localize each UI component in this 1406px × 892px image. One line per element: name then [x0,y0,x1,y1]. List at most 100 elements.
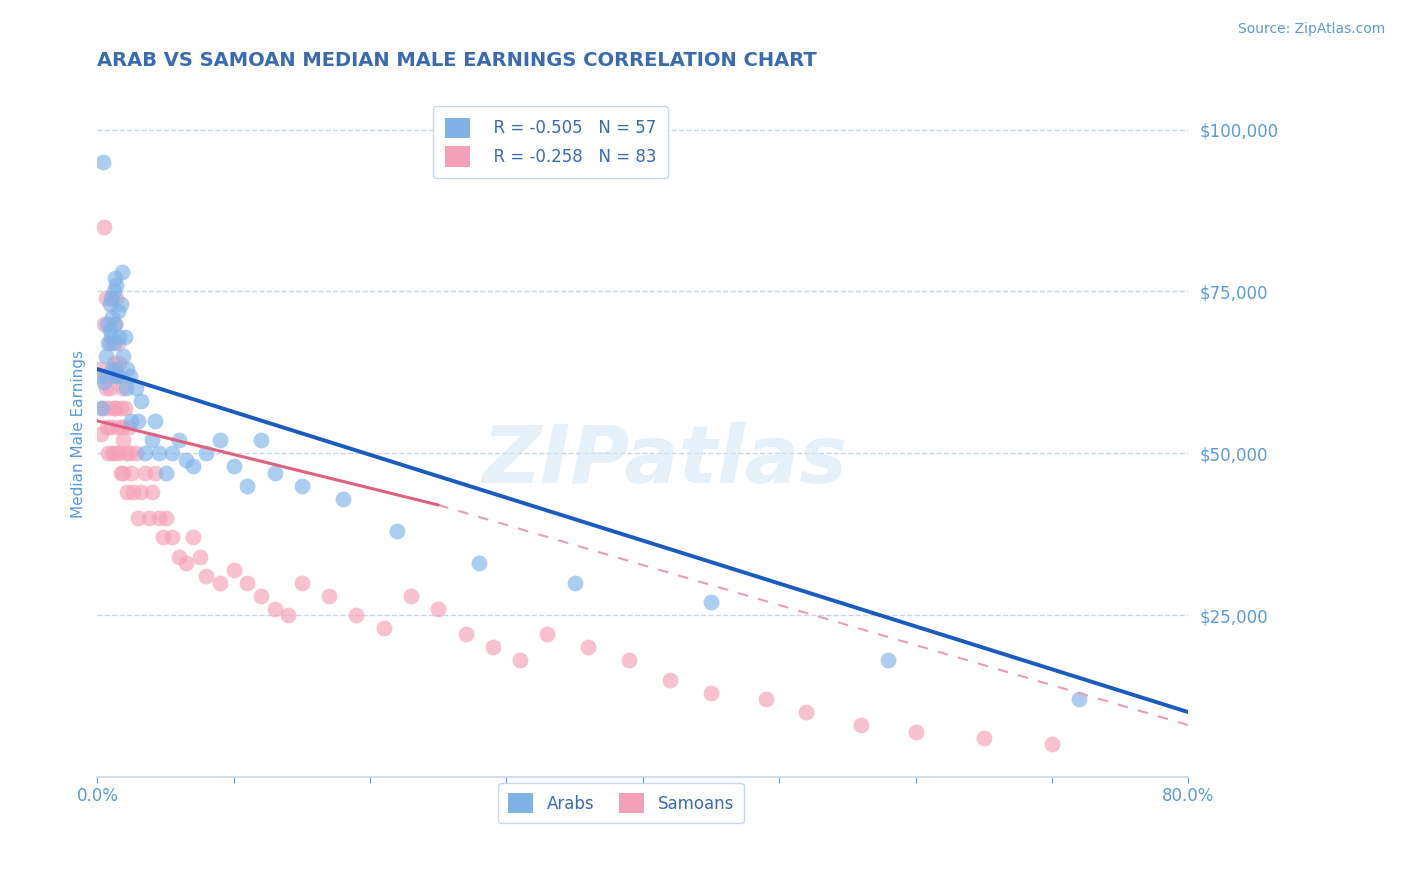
Point [167,549,190,564]
Point [576,640,599,655]
Point [138,511,160,525]
Point [141,485,163,500]
Point [110,297,132,311]
Point [110,466,132,480]
Point [373,621,395,635]
Point [162,446,184,460]
Legend: Arabs, Samoans: Arabs, Samoans [498,783,744,823]
Point [754,692,776,706]
Point [129,485,152,500]
Point [124,381,146,395]
Point [155,511,177,525]
Y-axis label: Median Male Earnings: Median Male Earnings [72,350,86,517]
Point [118,420,141,434]
Point [110,401,132,415]
Point [120,466,142,480]
Point [105,368,128,383]
Point [188,549,211,564]
Point [263,466,285,480]
Point [100,420,122,434]
Point [101,446,124,460]
Point [904,724,927,739]
Point [107,368,129,383]
Point [117,362,139,376]
Point [209,434,232,448]
Point [617,653,640,667]
Point [124,446,146,460]
Point [108,329,131,343]
Point [96,420,118,434]
Point [91,154,114,169]
Point [134,466,156,480]
Point [120,414,142,428]
Point [209,575,232,590]
Point [143,414,166,428]
Point [127,511,149,525]
Point [94,349,117,363]
Point [103,285,125,299]
Point [162,530,184,544]
Point [91,401,114,415]
Point [1040,738,1063,752]
Point [104,317,127,331]
Point [98,323,121,337]
Point [155,466,177,480]
Text: ZIPatlas: ZIPatlas [482,422,848,500]
Point [346,607,368,622]
Point [89,368,111,383]
Text: ARAB VS SAMOAN MEDIAN MALE EARNINGS CORRELATION CHART: ARAB VS SAMOAN MEDIAN MALE EARNINGS CORR… [97,51,817,70]
Point [195,569,218,583]
Point [291,478,314,492]
Point [111,420,134,434]
Point [250,589,273,603]
Point [97,401,120,415]
Point [700,595,723,609]
Point [107,336,129,351]
Point [117,485,139,500]
Point [93,317,115,331]
Point [98,336,121,351]
Point [1069,692,1091,706]
Point [127,414,149,428]
Text: Source: ZipAtlas.com: Source: ZipAtlas.com [1237,22,1385,37]
Point [96,317,118,331]
Point [100,368,122,383]
Point [174,452,197,467]
Point [101,310,124,325]
Point [100,329,122,343]
Point [236,478,259,492]
Point [174,556,197,570]
Point [101,291,124,305]
Point [98,381,121,395]
Point [94,291,117,305]
Point [97,446,120,460]
Point [90,401,112,415]
Point [318,589,340,603]
Point [796,705,818,719]
Point [120,368,142,383]
Point [332,491,354,506]
Point [291,575,314,590]
Point [148,446,170,460]
Point [152,530,174,544]
Point [111,381,134,395]
Point [973,731,995,745]
Point [103,355,125,369]
Point [107,303,129,318]
Point [100,291,122,305]
Point [114,329,136,343]
Point [263,601,285,615]
Point [94,381,117,395]
Point [148,511,170,525]
Point [112,466,135,480]
Point [120,446,142,460]
Point [114,401,136,415]
Point [236,575,259,590]
Point [103,401,125,415]
Point [108,446,131,460]
Point [141,434,163,448]
Point [105,277,128,292]
Point [454,627,477,641]
Point [98,297,121,311]
Point [93,219,115,234]
